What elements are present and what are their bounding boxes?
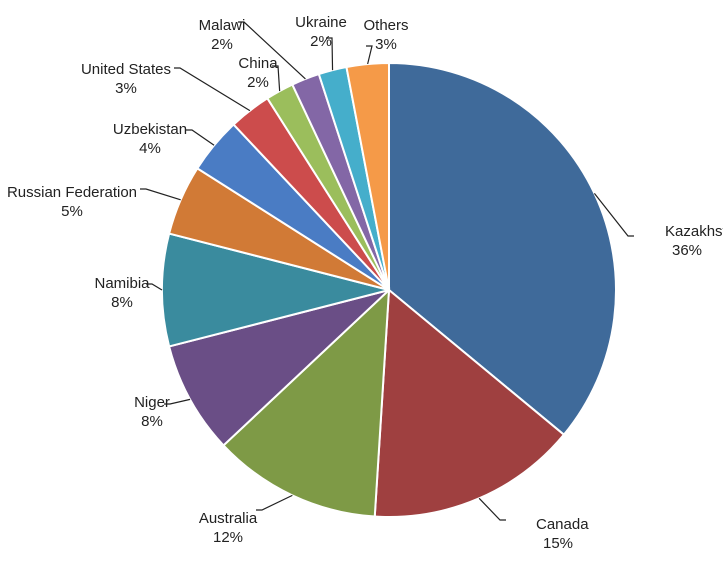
pie-slice-kazakhstan [388, 61, 617, 437]
leader-lines [140, 21, 634, 521]
leader-line-australia [256, 494, 293, 511]
slice-value-niger: 8% [141, 413, 163, 430]
slice-label-others: Others [363, 17, 408, 34]
slice-label-niger: Niger [134, 394, 170, 411]
slice-label-namibia: Namibia [94, 275, 150, 292]
leader-line-canada [478, 497, 506, 521]
slice-value-ukraine: 2% [310, 33, 332, 50]
slice-value-malawi: 2% [211, 36, 233, 53]
leader-line-namibia [146, 283, 163, 291]
leader-line-malawi [238, 21, 306, 80]
slice-value-australia: 12% [213, 529, 243, 546]
leader-line-russian-federation [140, 188, 181, 201]
pie-slices [161, 61, 617, 518]
leader-line-others [366, 45, 373, 65]
leader-line-china [272, 65, 281, 92]
slice-label-russian-federation: Russian Federation [7, 184, 137, 201]
pie-slice-niger [167, 289, 390, 447]
slice-value-uzbekistan: 4% [139, 140, 161, 157]
slice-value-canada: 15% [543, 535, 573, 552]
slice-label-china: China [238, 55, 278, 72]
leader-line-united-states [174, 67, 251, 112]
slice-value-namibia: 8% [111, 294, 133, 311]
pie-slice-canada [373, 287, 566, 518]
leader-line-uzbekistan [186, 129, 215, 146]
leader-line-ukraine [326, 37, 334, 71]
slice-value-united-states: 3% [115, 80, 137, 97]
pie-slice-australia [222, 287, 391, 518]
leader-line-kazakhstan [593, 192, 634, 237]
pie-slice-others [345, 61, 390, 291]
pie-slice-namibia [161, 232, 390, 348]
leader-line-niger [164, 398, 191, 405]
slice-value-russian-federation: 5% [61, 203, 83, 220]
slice-value-kazakhstan: 36% [672, 242, 702, 259]
slice-labels: Kazakhstan 36% Canada 15% Australia 12% Niger 8… [7, 14, 723, 552]
slice-value-others: 3% [375, 36, 397, 53]
slice-label-united-states: United States [81, 61, 171, 78]
slice-label-canada: Canada [536, 516, 589, 533]
slice-label-uzbekistan: Uzbekistan [113, 121, 187, 138]
slice-label-australia: Australia [199, 510, 258, 527]
slice-label-kazakhstan: Kazakhstan [665, 223, 723, 240]
slice-value-china: 2% [247, 74, 269, 91]
slice-label-malawi: Malawi [199, 17, 246, 34]
slice-label-ukraine: Ukraine [295, 14, 347, 31]
